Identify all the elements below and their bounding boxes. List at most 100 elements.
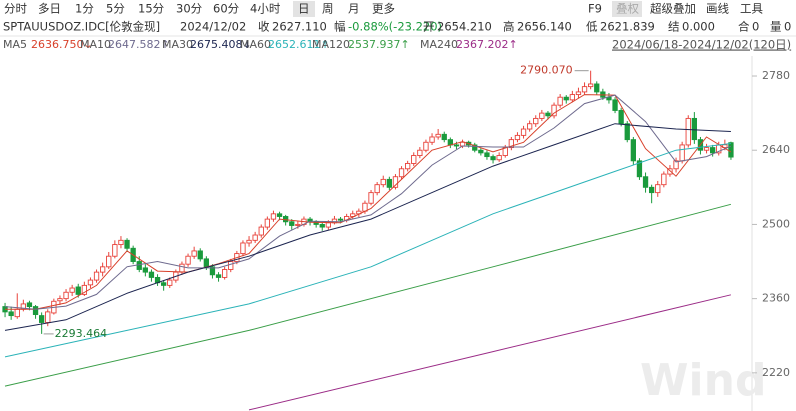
candle-body bbox=[514, 134, 521, 141]
candle-body bbox=[649, 186, 655, 194]
legend-name: MA30 bbox=[162, 38, 193, 51]
quote-value: 0.000 bbox=[682, 20, 715, 34]
legend-name: MA120 bbox=[312, 38, 350, 51]
candle-body bbox=[215, 274, 222, 278]
candle-body bbox=[435, 133, 441, 138]
candle-body bbox=[691, 117, 698, 141]
ma-line bbox=[4, 123, 731, 331]
quote-label: 开 bbox=[423, 20, 435, 34]
quote-value: 2627.110 bbox=[272, 20, 327, 34]
candle-body bbox=[392, 176, 399, 188]
tool-button[interactable]: 画线 bbox=[706, 2, 729, 16]
candle-body bbox=[459, 141, 466, 147]
period-tab[interactable]: 60分 bbox=[213, 2, 240, 16]
candle-body bbox=[167, 279, 173, 286]
period-tab[interactable]: 5分 bbox=[106, 2, 125, 16]
period-tab[interactable]: 日 bbox=[298, 2, 310, 16]
candle-body bbox=[118, 239, 124, 246]
candle-body bbox=[26, 302, 33, 308]
candle-body bbox=[325, 222, 331, 228]
legend-value: 2647.582↑ bbox=[108, 38, 170, 51]
candle-body bbox=[557, 96, 563, 106]
candle-body bbox=[246, 239, 252, 244]
period-tab[interactable]: 周 bbox=[322, 2, 334, 16]
candle-body bbox=[57, 298, 63, 302]
ma-line bbox=[4, 94, 732, 310]
candle-body bbox=[447, 139, 453, 146]
candle-body bbox=[575, 91, 582, 96]
candle-body bbox=[380, 178, 386, 186]
candle-body bbox=[142, 267, 148, 273]
candle-body bbox=[45, 311, 51, 323]
candle-body bbox=[319, 223, 325, 228]
candle-body bbox=[429, 136, 435, 143]
period-tab[interactable]: 4小时 bbox=[250, 2, 281, 16]
period-tab[interactable]: 15分 bbox=[138, 2, 165, 16]
candle-body bbox=[673, 160, 679, 170]
candle-body bbox=[185, 255, 191, 265]
quote-label: 结 bbox=[668, 20, 680, 34]
candle-body bbox=[106, 255, 112, 268]
candle-body bbox=[8, 311, 14, 317]
candle-body bbox=[679, 144, 685, 162]
candle-body bbox=[520, 128, 527, 136]
candle-body bbox=[405, 163, 411, 170]
candle-body bbox=[148, 271, 155, 278]
quote-value: 0 bbox=[752, 20, 759, 34]
candle-body bbox=[93, 271, 100, 281]
candle-body bbox=[124, 239, 130, 249]
tool-button[interactable]: F9 bbox=[588, 2, 602, 16]
period-tab[interactable]: 更多 bbox=[372, 2, 395, 16]
legend-name: MA240 bbox=[420, 38, 458, 51]
legend-name: MA60 bbox=[240, 38, 271, 51]
period-tab[interactable]: 1分 bbox=[75, 2, 94, 16]
candle-body bbox=[703, 147, 710, 151]
candle-body bbox=[136, 261, 142, 270]
period-tab[interactable]: 月 bbox=[348, 2, 360, 16]
candle-body bbox=[99, 266, 106, 273]
ma-line bbox=[4, 203, 732, 387]
candle-body bbox=[722, 144, 728, 149]
candle-body bbox=[337, 218, 344, 221]
candle-body bbox=[240, 242, 246, 255]
candle-body bbox=[472, 144, 478, 151]
tool-button[interactable]: 超级叠加 bbox=[650, 2, 696, 16]
tool-button[interactable]: 工具 bbox=[740, 2, 763, 16]
tool-button[interactable]: 叠权 bbox=[616, 2, 639, 16]
candle-body bbox=[441, 133, 447, 141]
candle-body bbox=[112, 244, 118, 257]
candle-body bbox=[81, 284, 88, 295]
candle-body bbox=[307, 218, 313, 223]
quote-value: 2654.210 bbox=[437, 20, 492, 34]
quote-label: 高 bbox=[503, 20, 515, 34]
period-tab[interactable]: 分时 bbox=[4, 2, 27, 16]
candle-body bbox=[539, 112, 545, 119]
candle-body bbox=[69, 287, 75, 293]
candle-body bbox=[39, 315, 45, 323]
y-tick-label: 2780 bbox=[762, 69, 790, 82]
quote-value: 2656.140 bbox=[517, 20, 572, 34]
candle-body bbox=[508, 139, 514, 149]
period-tab[interactable]: 30分 bbox=[176, 2, 203, 16]
candle-body bbox=[386, 178, 392, 188]
candle-body bbox=[484, 152, 490, 158]
candle-body bbox=[368, 192, 374, 204]
candle-body bbox=[374, 184, 380, 194]
candle-body bbox=[728, 142, 734, 158]
candle-body bbox=[14, 308, 20, 318]
y-tick-label: 2640 bbox=[762, 143, 790, 156]
candle-body bbox=[398, 168, 405, 178]
candle-body bbox=[496, 155, 502, 161]
candle-body bbox=[252, 234, 258, 241]
legend-name: MA10 bbox=[80, 38, 111, 51]
y-tick-label: 2500 bbox=[762, 217, 790, 230]
range-label[interactable]: 2024/06/18-2024/12/02(120日) bbox=[612, 38, 791, 52]
candle-body bbox=[545, 112, 551, 117]
period-tab[interactable]: 多日 bbox=[38, 2, 61, 16]
candle-body bbox=[588, 83, 594, 88]
quote-value: 0 bbox=[784, 20, 791, 34]
candle-body bbox=[563, 96, 569, 101]
candle-body bbox=[478, 149, 484, 154]
ma-line bbox=[4, 143, 731, 358]
